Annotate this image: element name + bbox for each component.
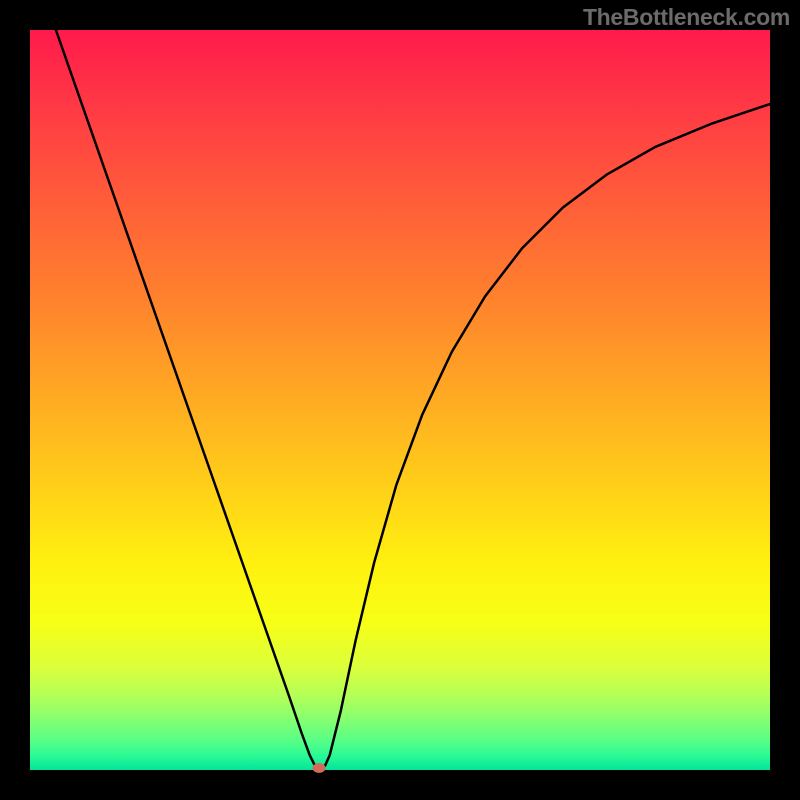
chart-container: TheBottleneck.com — [0, 0, 800, 800]
bottleneck-curve — [30, 30, 770, 770]
optimal-point-marker — [313, 763, 326, 773]
watermark-text: TheBottleneck.com — [583, 4, 790, 31]
